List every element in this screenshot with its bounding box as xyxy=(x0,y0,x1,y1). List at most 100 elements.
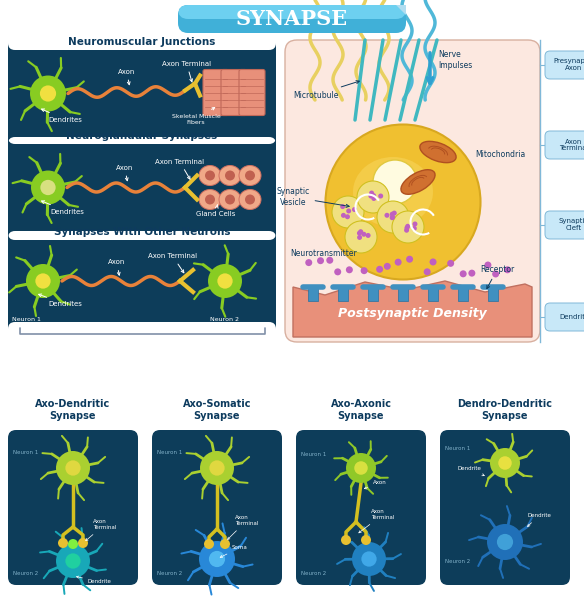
Ellipse shape xyxy=(420,142,456,163)
Circle shape xyxy=(430,259,437,265)
Circle shape xyxy=(406,256,413,263)
Circle shape xyxy=(56,544,90,578)
Text: Axon: Axon xyxy=(364,480,387,489)
Text: Dendrite: Dendrite xyxy=(527,513,551,527)
Circle shape xyxy=(40,180,55,195)
Circle shape xyxy=(412,221,418,226)
Text: Neuron 2: Neuron 2 xyxy=(13,571,38,576)
Circle shape xyxy=(498,456,512,470)
Text: Axon: Axon xyxy=(118,68,135,85)
Circle shape xyxy=(205,170,215,181)
FancyBboxPatch shape xyxy=(488,287,498,301)
FancyBboxPatch shape xyxy=(178,5,406,19)
Text: Axon
Terminal: Axon Terminal xyxy=(86,519,116,541)
Polygon shape xyxy=(293,281,532,337)
Circle shape xyxy=(360,267,367,274)
Circle shape xyxy=(31,170,65,205)
Circle shape xyxy=(369,194,373,199)
Circle shape xyxy=(369,191,374,196)
Text: Neuroglandular Synapses: Neuroglandular Synapses xyxy=(67,131,218,141)
Circle shape xyxy=(405,226,409,230)
Circle shape xyxy=(358,229,363,234)
Text: Axo-Somatic
Synapse: Axo-Somatic Synapse xyxy=(183,399,251,421)
Text: Dendrite: Dendrite xyxy=(77,576,112,584)
Circle shape xyxy=(352,207,357,212)
FancyBboxPatch shape xyxy=(398,287,408,301)
Circle shape xyxy=(68,539,78,549)
Text: SYNAPSE: SYNAPSE xyxy=(236,9,348,29)
Circle shape xyxy=(392,211,424,243)
Circle shape xyxy=(490,448,520,478)
Text: Soma: Soma xyxy=(220,545,248,557)
Ellipse shape xyxy=(219,190,241,209)
Text: Axon
Terminal: Axon Terminal xyxy=(559,139,584,151)
Text: Axon Terminal: Axon Terminal xyxy=(155,158,204,179)
Circle shape xyxy=(371,196,376,201)
Circle shape xyxy=(65,460,81,476)
Circle shape xyxy=(209,551,225,567)
FancyBboxPatch shape xyxy=(458,287,468,301)
Text: Skeletal Muscle
Fibers: Skeletal Muscle Fibers xyxy=(172,107,220,124)
FancyBboxPatch shape xyxy=(545,131,584,159)
FancyBboxPatch shape xyxy=(545,51,584,79)
Circle shape xyxy=(225,194,235,205)
Text: Mitochondria: Mitochondria xyxy=(475,150,525,159)
Circle shape xyxy=(361,232,366,237)
Text: Axo-Dendritic
Synapse: Axo-Dendritic Synapse xyxy=(36,399,110,421)
Circle shape xyxy=(220,539,230,549)
Circle shape xyxy=(497,534,513,550)
Text: Synaptic
Vesicle: Synaptic Vesicle xyxy=(276,187,349,208)
Circle shape xyxy=(204,539,214,549)
Circle shape xyxy=(392,211,397,215)
Circle shape xyxy=(371,193,376,198)
Text: Dendrite: Dendrite xyxy=(457,466,484,476)
Circle shape xyxy=(346,208,351,214)
Circle shape xyxy=(326,257,333,264)
Circle shape xyxy=(357,235,362,240)
Text: Axon Terminal: Axon Terminal xyxy=(148,253,197,273)
FancyBboxPatch shape xyxy=(545,303,584,331)
Circle shape xyxy=(504,266,511,273)
Circle shape xyxy=(487,524,523,560)
Text: Neuron 1: Neuron 1 xyxy=(13,450,38,455)
Ellipse shape xyxy=(239,166,261,185)
Text: Neuron 2: Neuron 2 xyxy=(445,559,470,564)
FancyBboxPatch shape xyxy=(178,5,406,33)
Circle shape xyxy=(492,271,499,277)
Circle shape xyxy=(217,274,232,289)
Circle shape xyxy=(26,264,60,298)
FancyBboxPatch shape xyxy=(8,43,276,144)
Text: Neuron 2: Neuron 2 xyxy=(157,571,182,576)
Ellipse shape xyxy=(353,157,433,227)
Circle shape xyxy=(345,214,350,219)
Text: Neurotransmitter: Neurotransmitter xyxy=(290,250,357,259)
Circle shape xyxy=(352,542,386,576)
Text: Dendrites: Dendrites xyxy=(39,294,82,307)
FancyBboxPatch shape xyxy=(8,430,138,585)
Circle shape xyxy=(404,228,409,233)
Circle shape xyxy=(332,196,364,228)
FancyBboxPatch shape xyxy=(440,430,570,585)
FancyBboxPatch shape xyxy=(203,70,229,115)
Text: Dendro-Dendritic
Synapse: Dendro-Dendritic Synapse xyxy=(457,399,552,421)
Text: Microtubule: Microtubule xyxy=(293,80,359,100)
Circle shape xyxy=(334,268,341,275)
Circle shape xyxy=(78,538,88,548)
Circle shape xyxy=(366,233,371,238)
Text: Gland Cells: Gland Cells xyxy=(196,205,235,217)
Text: Postsynaptic Density: Postsynaptic Density xyxy=(338,307,487,320)
Circle shape xyxy=(357,230,362,236)
Circle shape xyxy=(345,221,377,253)
Circle shape xyxy=(56,451,90,485)
Circle shape xyxy=(209,460,225,476)
Circle shape xyxy=(384,213,390,218)
Polygon shape xyxy=(396,5,406,15)
Circle shape xyxy=(412,226,417,231)
FancyBboxPatch shape xyxy=(8,233,276,329)
Circle shape xyxy=(346,453,376,483)
Circle shape xyxy=(384,263,391,270)
Circle shape xyxy=(423,268,430,275)
Ellipse shape xyxy=(239,190,261,209)
FancyBboxPatch shape xyxy=(338,287,348,301)
Text: Synaptic
Cleft: Synaptic Cleft xyxy=(559,218,584,232)
